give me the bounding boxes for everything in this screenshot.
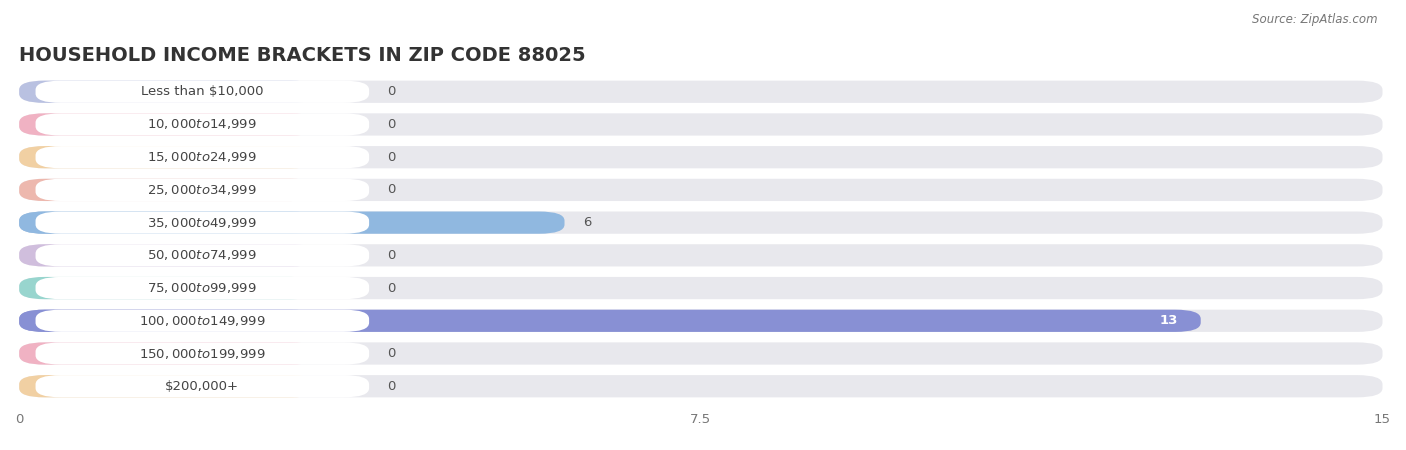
Text: $75,000 to $99,999: $75,000 to $99,999 [148,281,257,295]
Text: $15,000 to $24,999: $15,000 to $24,999 [148,150,257,164]
FancyBboxPatch shape [35,81,370,103]
FancyBboxPatch shape [35,113,370,135]
FancyBboxPatch shape [20,244,1382,266]
FancyBboxPatch shape [35,146,370,168]
FancyBboxPatch shape [20,310,1201,332]
FancyBboxPatch shape [20,113,1382,135]
FancyBboxPatch shape [20,113,316,135]
Text: 0: 0 [387,184,395,196]
Text: Source: ZipAtlas.com: Source: ZipAtlas.com [1253,14,1378,27]
FancyBboxPatch shape [20,277,316,299]
Text: $35,000 to $49,999: $35,000 to $49,999 [148,216,257,230]
Text: 0: 0 [387,151,395,164]
Text: $200,000+: $200,000+ [166,380,239,393]
Text: Less than $10,000: Less than $10,000 [141,85,263,98]
FancyBboxPatch shape [20,244,316,266]
FancyBboxPatch shape [20,146,316,168]
Text: 0: 0 [387,347,395,360]
FancyBboxPatch shape [20,212,316,234]
Text: 0: 0 [387,282,395,295]
Text: $150,000 to $199,999: $150,000 to $199,999 [139,346,266,360]
Text: $10,000 to $14,999: $10,000 to $14,999 [148,117,257,131]
FancyBboxPatch shape [20,179,316,201]
FancyBboxPatch shape [20,212,565,234]
FancyBboxPatch shape [20,277,1382,299]
FancyBboxPatch shape [20,81,316,103]
FancyBboxPatch shape [35,244,370,266]
FancyBboxPatch shape [35,179,370,201]
Text: $100,000 to $149,999: $100,000 to $149,999 [139,314,266,328]
FancyBboxPatch shape [20,342,316,364]
FancyBboxPatch shape [20,146,1382,168]
Text: 0: 0 [387,118,395,131]
FancyBboxPatch shape [20,375,1382,397]
FancyBboxPatch shape [35,342,370,364]
FancyBboxPatch shape [20,81,1382,103]
Text: $25,000 to $34,999: $25,000 to $34,999 [148,183,257,197]
FancyBboxPatch shape [20,212,1382,234]
FancyBboxPatch shape [20,375,316,397]
FancyBboxPatch shape [35,212,370,234]
Text: 13: 13 [1160,314,1178,327]
FancyBboxPatch shape [20,179,1382,201]
Text: HOUSEHOLD INCOME BRACKETS IN ZIP CODE 88025: HOUSEHOLD INCOME BRACKETS IN ZIP CODE 88… [20,46,586,66]
Text: 0: 0 [387,249,395,262]
FancyBboxPatch shape [20,310,316,332]
Text: 0: 0 [387,85,395,98]
Text: $50,000 to $74,999: $50,000 to $74,999 [148,248,257,262]
Text: 0: 0 [387,380,395,393]
FancyBboxPatch shape [35,277,370,299]
FancyBboxPatch shape [20,310,1382,332]
FancyBboxPatch shape [35,310,370,332]
FancyBboxPatch shape [20,342,1382,364]
FancyBboxPatch shape [35,375,370,397]
Text: 6: 6 [582,216,591,229]
